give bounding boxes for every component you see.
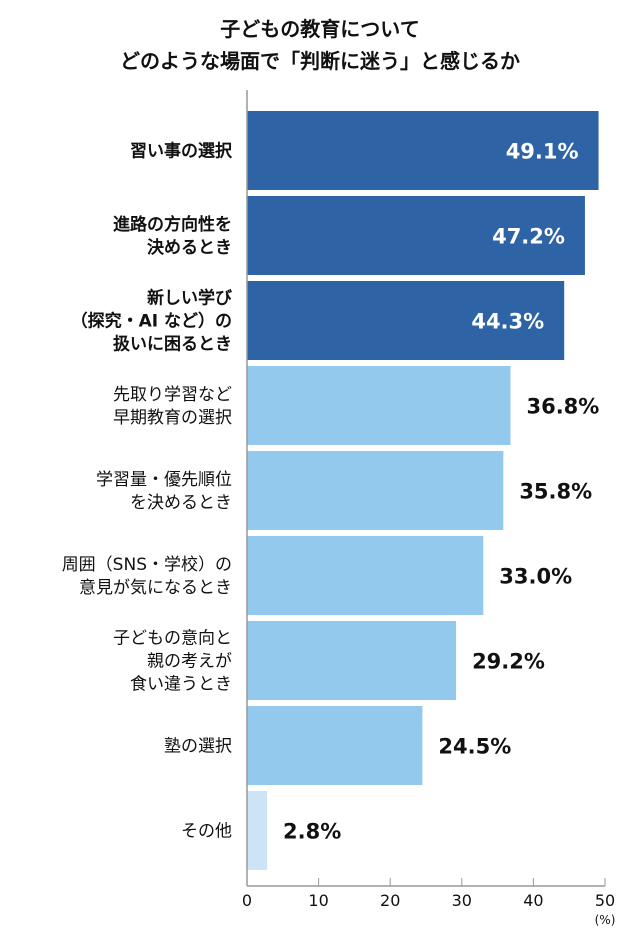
x-tick-label: 10 [308,891,328,910]
bar [247,706,423,785]
category-label: 食い違うとき [130,675,232,695]
category-label: （探究・AI など）の [71,311,232,332]
x-tick-label: 50 [595,891,615,910]
data-label: 44.3% [471,310,544,334]
category-label: を決めるとき [130,493,232,513]
category-label: 子どもの意向と [113,629,232,649]
data-label: 47.2% [492,225,565,249]
category-label: 周囲（SNS・学校）の [62,555,232,575]
x-tick-label: 20 [380,891,400,910]
x-tick-label: 30 [452,891,472,910]
bar [247,196,585,275]
x-axis-unit: (%) [595,913,616,927]
data-label: 49.1% [506,140,579,164]
category-label: その他 [181,822,232,842]
category-label: 習い事の選択 [130,141,233,162]
x-tick-label: 0 [242,891,252,910]
chart-title: どのような場面で「判断に迷う」と感じるか [120,49,520,73]
data-label: 35.8% [519,480,592,504]
category-label: 決めるとき [147,237,232,258]
category-label: 先取り学習など [113,385,232,405]
chart-title: 子どもの教育について [220,17,419,41]
bar [247,451,504,530]
bar [247,281,565,360]
category-label: 新しい学び [147,288,232,309]
data-label: 29.2% [472,650,545,674]
bar [247,536,484,615]
data-label: 24.5% [438,735,511,759]
bar [247,111,599,190]
category-label: 進路の方向性を [113,214,232,235]
x-tick-label: 40 [523,891,543,910]
category-label: 早期教育の選択 [113,408,232,428]
category-label: 扱いに困るとき [113,334,232,355]
category-label: 親の考えが [147,652,232,672]
data-label: 33.0% [499,565,572,589]
category-label: 塾の選択 [164,736,232,757]
data-label: 2.8% [283,820,341,844]
data-label: 36.8% [526,395,599,419]
bar [247,366,511,445]
bar [247,621,457,700]
category-label: 学習量・優先順位 [96,470,232,490]
bar [247,791,268,870]
category-label: 意見が気になるとき [79,578,232,598]
